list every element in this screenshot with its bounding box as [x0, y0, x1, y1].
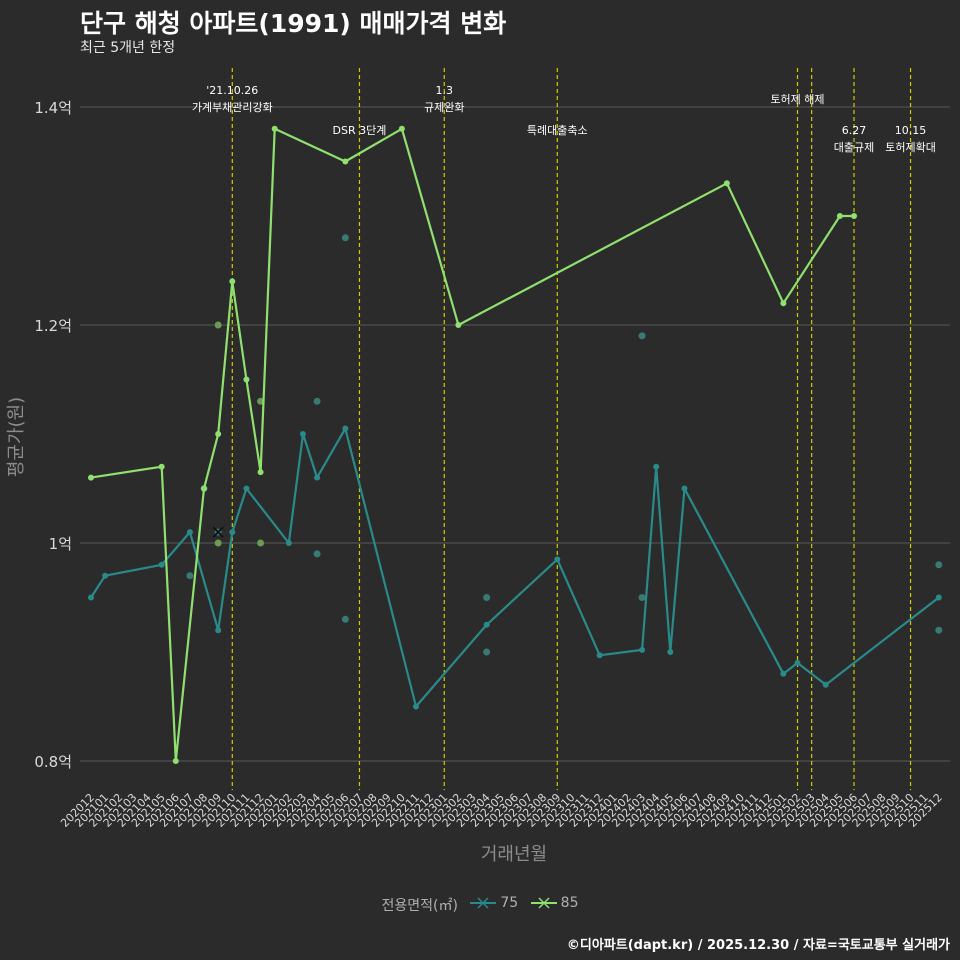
axis-layer: 0.8억1억1.2억1.4억20201220210120210220210320…: [34, 99, 945, 830]
event-label: 토허제 해제: [770, 92, 824, 106]
grid-layer: [80, 106, 950, 762]
series-point-75: [342, 425, 349, 432]
series-point-75: [639, 646, 646, 653]
series-point-75: [667, 649, 674, 655]
scatter-point-75: [935, 561, 943, 569]
highlight-marker: [212, 526, 224, 538]
scatter-point-75: [186, 572, 194, 580]
scatter-point-85: [257, 397, 265, 405]
legend-title: 전용면적(㎡): [381, 898, 458, 914]
legend-key-85: [530, 897, 557, 909]
event-label: '21.10.26: [206, 84, 258, 97]
scatter-point-75: [483, 648, 491, 656]
series-point-85: [836, 213, 843, 219]
series-point-75: [822, 681, 829, 688]
series-point-75: [186, 529, 193, 536]
series-point-85: [158, 463, 165, 470]
series-point-85: [780, 300, 787, 307]
series-point-85: [723, 180, 730, 187]
series-point-75: [681, 485, 688, 492]
series-point-75: [243, 485, 250, 492]
legend-key-75: [470, 897, 497, 909]
scatter-point-75: [341, 234, 349, 242]
event-label: 가계부채관리강화: [192, 101, 273, 114]
series-point-85: [455, 322, 462, 328]
series-point-85: [342, 158, 349, 165]
series-point-85: [215, 431, 222, 437]
series-point-75: [158, 561, 165, 568]
event-label: 토허제확대: [885, 141, 936, 154]
series-point-75: [102, 572, 109, 579]
scatter-point-75: [313, 397, 321, 405]
scatter-point-75: [638, 332, 646, 340]
event-label: 규제완화: [424, 101, 464, 114]
scatter-point-75: [341, 615, 349, 623]
series-point-75: [780, 670, 787, 677]
series-point-85: [398, 125, 405, 132]
scatter-point-85: [257, 539, 265, 547]
scatter-point-85: [214, 321, 222, 329]
series-point-75: [314, 474, 321, 481]
legend-item-75: 75: [470, 895, 518, 911]
legend: 전용면적(㎡) 75 85: [0, 895, 960, 915]
y-tick-label: 1억: [49, 535, 72, 553]
series-point-75: [285, 540, 292, 546]
series-point-75: [299, 431, 306, 437]
event-label: 대출규제: [834, 141, 874, 154]
series-point-85: [88, 474, 94, 481]
legend-label-85: 85: [560, 895, 579, 911]
series-point-75: [794, 659, 801, 666]
source-caption: ©디아파트(dapt.kr) / 2025.12.30 / 자료=국토교통부 실…: [566, 938, 950, 953]
scatter-layer: [186, 234, 943, 656]
series-point-85: [243, 376, 250, 383]
scatter-point-75: [638, 594, 646, 601]
legend-label-75: 75: [500, 895, 519, 911]
line-layer: [88, 125, 942, 764]
y-tick-label: 1.2억: [34, 317, 72, 335]
chart-title: 단구 해청 아파트(1991) 매매가격 변화: [80, 9, 507, 38]
series-point-85: [257, 469, 264, 476]
series-point-75: [935, 594, 942, 601]
series-point-75: [215, 627, 222, 634]
series-point-75: [483, 621, 490, 628]
series-point-85: [271, 125, 278, 132]
chart-subtitle: 최근 5개년 한정: [80, 40, 176, 56]
y-axis-label: 평균가(원): [6, 397, 27, 477]
series-point-75: [229, 529, 236, 536]
scatter-point-75: [935, 626, 943, 634]
series-point-85: [172, 758, 179, 764]
event-label: 1.3: [436, 84, 454, 97]
y-tick-label: 0.8억: [34, 753, 72, 771]
series-line-85: [90, 127, 854, 763]
event-label: 6.27: [842, 124, 867, 137]
series-point-75: [596, 652, 603, 659]
series-point-75: [653, 463, 660, 470]
scatter-point-75: [483, 594, 491, 601]
series-point-85: [229, 278, 236, 285]
x-axis-label: 거래년월: [481, 844, 547, 865]
series-point-75: [412, 703, 419, 710]
scatter-point-75: [313, 550, 321, 558]
series-point-85: [201, 485, 208, 492]
y-tick-label: 1.4억: [34, 99, 72, 117]
event-label: 10.15: [895, 124, 927, 137]
legend-item-85: 85: [530, 895, 579, 911]
event-label: 특례대출축소: [527, 124, 588, 137]
event-label: DSR 3단계: [333, 124, 387, 137]
series-point-85: [851, 213, 858, 219]
series-point-75: [88, 594, 94, 601]
scatter-point-85: [214, 539, 222, 547]
series-point-75: [554, 556, 561, 563]
